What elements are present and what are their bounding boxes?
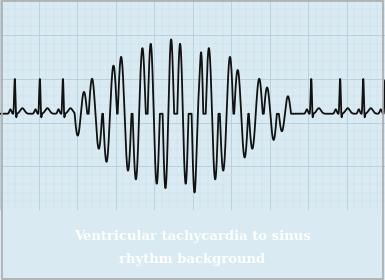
Text: rhythm background: rhythm background: [119, 253, 266, 265]
Text: Ventricular tachycardia to sinus: Ventricular tachycardia to sinus: [74, 230, 311, 243]
